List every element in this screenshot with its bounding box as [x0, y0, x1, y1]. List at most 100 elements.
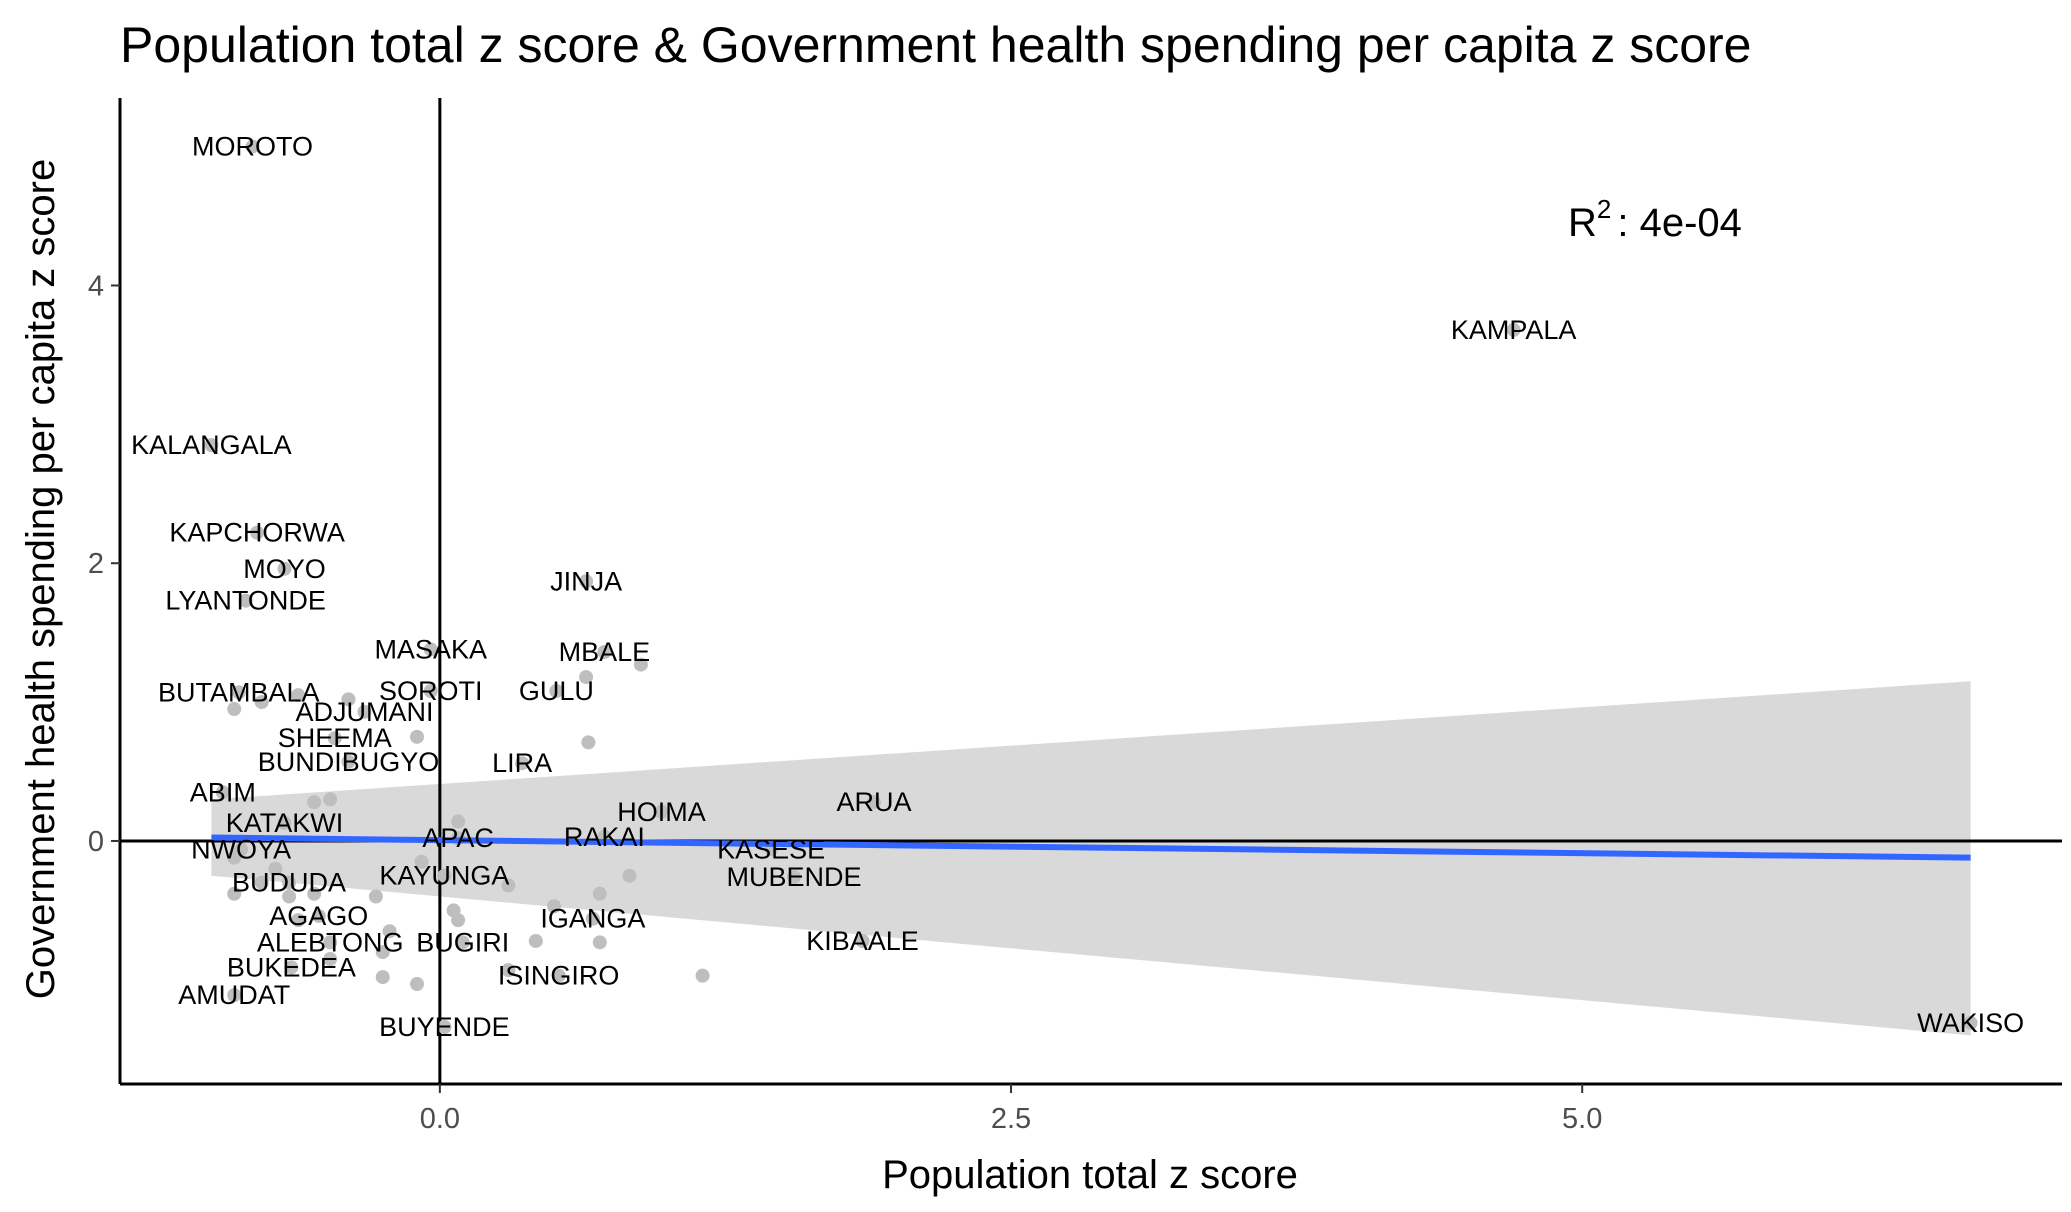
r-squared-value: : 4e-04	[1617, 201, 1742, 245]
y-tick-label: 2	[88, 548, 104, 580]
point-label-bududa: BUDUDA	[232, 868, 346, 898]
data-point-moroto	[245, 139, 260, 154]
data-point-butambala	[231, 685, 246, 700]
point-label-nwoya: NWOYA	[191, 834, 291, 864]
data-point-kalangala	[204, 438, 219, 453]
data-point-agago	[311, 908, 326, 923]
data-point	[307, 886, 322, 901]
x-tick-label: 2.5	[991, 1103, 1031, 1135]
point-label-apac: APAC	[422, 823, 494, 853]
point-label-wakiso: WAKISO	[1917, 1008, 2024, 1038]
data-point-mbale	[597, 645, 612, 660]
data-point-iganga	[585, 911, 600, 926]
point-label-moroto: MOROTO	[192, 132, 313, 162]
data-point-alebtong	[323, 935, 338, 950]
data-point-soroti	[423, 683, 438, 698]
data-point-sheema	[327, 731, 342, 746]
data-point	[410, 977, 425, 992]
data-point	[528, 933, 543, 948]
point-label-mbale: MBALE	[559, 637, 651, 667]
point-label-hoima: HOIMA	[617, 797, 706, 827]
data-point-gulu	[549, 683, 564, 698]
data-point	[501, 963, 516, 978]
data-point	[592, 935, 607, 950]
data-point-masaka	[423, 642, 438, 657]
data-point-hoima	[654, 804, 669, 819]
data-point-bududa	[282, 875, 297, 890]
data-point-bukedea	[284, 960, 299, 975]
data-point-kibaale	[855, 933, 870, 948]
data-point-kapchorwa	[250, 525, 265, 540]
data-point	[323, 952, 338, 967]
point-label-masaka: MASAKA	[374, 634, 487, 664]
confidence-ribbon	[211, 681, 1971, 1036]
data-point	[592, 886, 607, 901]
data-point	[227, 702, 242, 717]
data-point-bugiri	[455, 935, 470, 950]
data-point	[410, 729, 425, 744]
y-axis-title: Government health spending per capita z …	[19, 159, 63, 1000]
data-point	[695, 968, 710, 983]
data-point	[451, 814, 466, 829]
data-point-wakiso	[1963, 1015, 1978, 1030]
data-point-arua	[866, 795, 881, 810]
data-point-katakwi	[277, 815, 292, 830]
plot-area: MOROTO KAMPALA KALANGALA KAPCHORWA MOYOLYANT…	[120, 98, 2062, 1084]
point-label-bugiri: BUGIRI	[416, 927, 509, 957]
data-point-nwoya	[234, 842, 249, 857]
x-axis-ticks: 0.0 2.5 5.0	[420, 1084, 1602, 1135]
point-label-mubende: MUBENDE	[726, 862, 861, 892]
point-label-jinja: JINJA	[550, 566, 622, 596]
point-label-abim: ABIM	[190, 777, 256, 807]
x-tick-label: 5.0	[1562, 1103, 1602, 1135]
data-point	[633, 657, 648, 672]
data-point	[268, 861, 283, 876]
data-point-amudat	[227, 988, 242, 1003]
x-axis-title: Population total z score	[882, 1153, 1298, 1197]
point-label-lira: LIRA	[492, 748, 552, 778]
data-point	[254, 875, 269, 890]
data-point	[501, 878, 516, 893]
point-label-bundibugyo: BUNDIBUGYO	[258, 747, 440, 777]
points-layer	[204, 139, 1978, 1035]
point-label-amudat: AMUDAT	[178, 980, 290, 1010]
r-squared-base: R	[1568, 201, 1597, 245]
data-point-bundibugyo	[341, 754, 356, 769]
point-label-buyende: BUYENDE	[379, 1012, 510, 1042]
data-point	[307, 795, 322, 810]
data-point	[341, 692, 356, 707]
point-label-gulu: GULU	[519, 676, 594, 706]
data-point	[547, 899, 562, 914]
data-point-buyende	[437, 1020, 452, 1035]
point-label-moyo: MOYO	[243, 554, 326, 584]
r-squared-annotation: R2: 4e-04	[1568, 194, 1742, 245]
point-label-bukedea: BUKEDEA	[227, 952, 356, 982]
x-tick-label: 0.0	[420, 1103, 460, 1135]
data-point-moyo	[277, 561, 292, 576]
data-point	[375, 945, 390, 960]
point-label-isingiro: ISINGIRO	[498, 961, 620, 991]
data-point-kayunga	[437, 868, 452, 883]
point-labels-layer: MOROTO KAMPALA KALANGALA KAPCHORWA MOYOLYANT…	[131, 132, 2024, 1042]
data-point-lyantonde	[238, 593, 253, 608]
data-point	[291, 913, 306, 928]
r-squared-superscript: 2	[1597, 194, 1611, 224]
data-point-lira	[515, 756, 530, 771]
y-tick-label: 4	[88, 270, 104, 302]
point-label-agago: AGAGO	[269, 901, 368, 931]
point-label-kayunga: KAYUNGA	[379, 861, 509, 891]
data-point	[282, 889, 297, 904]
point-label-adjumani: ADJUMANI	[295, 697, 433, 727]
point-label-rakai: RAKAI	[564, 822, 645, 852]
data-point	[323, 792, 338, 807]
data-point-kampala	[1506, 322, 1521, 337]
data-point-isingiro	[551, 968, 566, 983]
point-label-sheema: SHEEMA	[278, 723, 392, 753]
data-point	[581, 735, 596, 750]
data-point	[451, 913, 466, 928]
point-label-kasese: KASESE	[717, 834, 825, 864]
chart-title: Population total z score & Government he…	[120, 17, 1752, 73]
point-label-katakwi: KATAKWI	[226, 808, 344, 838]
data-point	[414, 854, 429, 869]
data-point-abim	[215, 785, 230, 800]
